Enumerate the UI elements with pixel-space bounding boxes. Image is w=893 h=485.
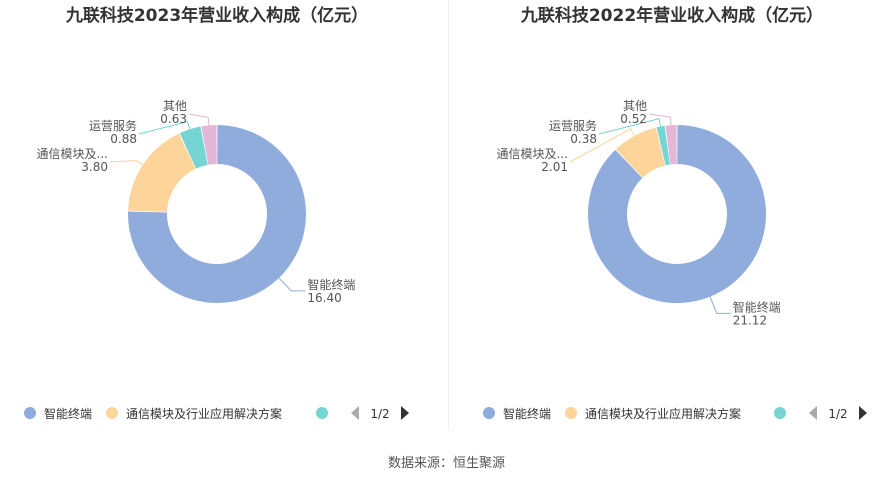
slice-label: 智能终端 [733, 299, 781, 314]
slice-label: 智能终端 [307, 277, 355, 292]
legend-marker[interactable] [106, 407, 118, 419]
slice-1[interactable] [128, 125, 306, 303]
leader-line [109, 160, 144, 166]
source-note: 数据来源：恒生聚源 [387, 456, 505, 471]
legend-marker[interactable] [774, 407, 786, 419]
chart-title: 九联科技2022年营业收入构成（亿元） [520, 5, 823, 26]
slice-4[interactable] [665, 125, 677, 165]
slice-label: 运营服务 [549, 118, 597, 133]
leader-line [598, 118, 662, 135]
chart-title: 九联科技2023年营业收入构成（亿元） [65, 5, 368, 26]
legend-prev-icon[interactable] [351, 406, 359, 420]
slice-label: 通信模块及... [497, 147, 568, 161]
legend-marker[interactable] [24, 407, 36, 419]
leader-line [138, 121, 191, 135]
legend-marker[interactable] [565, 407, 577, 419]
slice-label: 通信模块及... [37, 147, 108, 161]
legend-page-indicator: 1/2 [828, 407, 847, 421]
slice-value: 3.80 [81, 160, 108, 174]
legend-label[interactable]: 智能终端 [503, 406, 551, 421]
legend-label[interactable]: 通信模块及行业应用解决方案 [126, 406, 282, 421]
legend-next-icon[interactable] [401, 406, 409, 420]
slice-2[interactable] [128, 133, 196, 213]
legend-label[interactable]: 通信模块及行业应用解决方案 [585, 406, 741, 421]
slice-2[interactable] [615, 127, 666, 178]
legend-marker[interactable] [316, 407, 328, 419]
slice-label: 其他 [623, 99, 647, 113]
slice-value: 2.01 [541, 160, 568, 174]
leader-line [648, 113, 672, 126]
panel-divider [448, 0, 449, 430]
leader-line [278, 277, 306, 292]
legend-next-icon[interactable] [859, 406, 867, 420]
slice-value: 21.12 [733, 313, 767, 327]
leader-line [709, 296, 731, 314]
slice-3[interactable] [656, 125, 670, 166]
legend-marker[interactable] [483, 407, 495, 419]
legend-page-indicator: 1/2 [370, 407, 389, 421]
slice-value: 0.88 [110, 132, 137, 146]
slice-4[interactable] [201, 125, 217, 165]
slice-label: 运营服务 [89, 118, 137, 133]
leader-line [188, 113, 210, 126]
slice-label: 其他 [163, 99, 187, 113]
slice-3[interactable] [179, 126, 208, 169]
legend-prev-icon[interactable] [809, 406, 817, 420]
slice-value: 0.38 [570, 132, 597, 146]
slice-value: 0.52 [620, 112, 647, 126]
slice-1[interactable] [588, 125, 766, 303]
legend-label[interactable]: 智能终端 [44, 406, 92, 421]
slice-value: 16.40 [307, 291, 341, 305]
leader-line [569, 128, 635, 163]
slice-value: 0.63 [160, 112, 187, 126]
